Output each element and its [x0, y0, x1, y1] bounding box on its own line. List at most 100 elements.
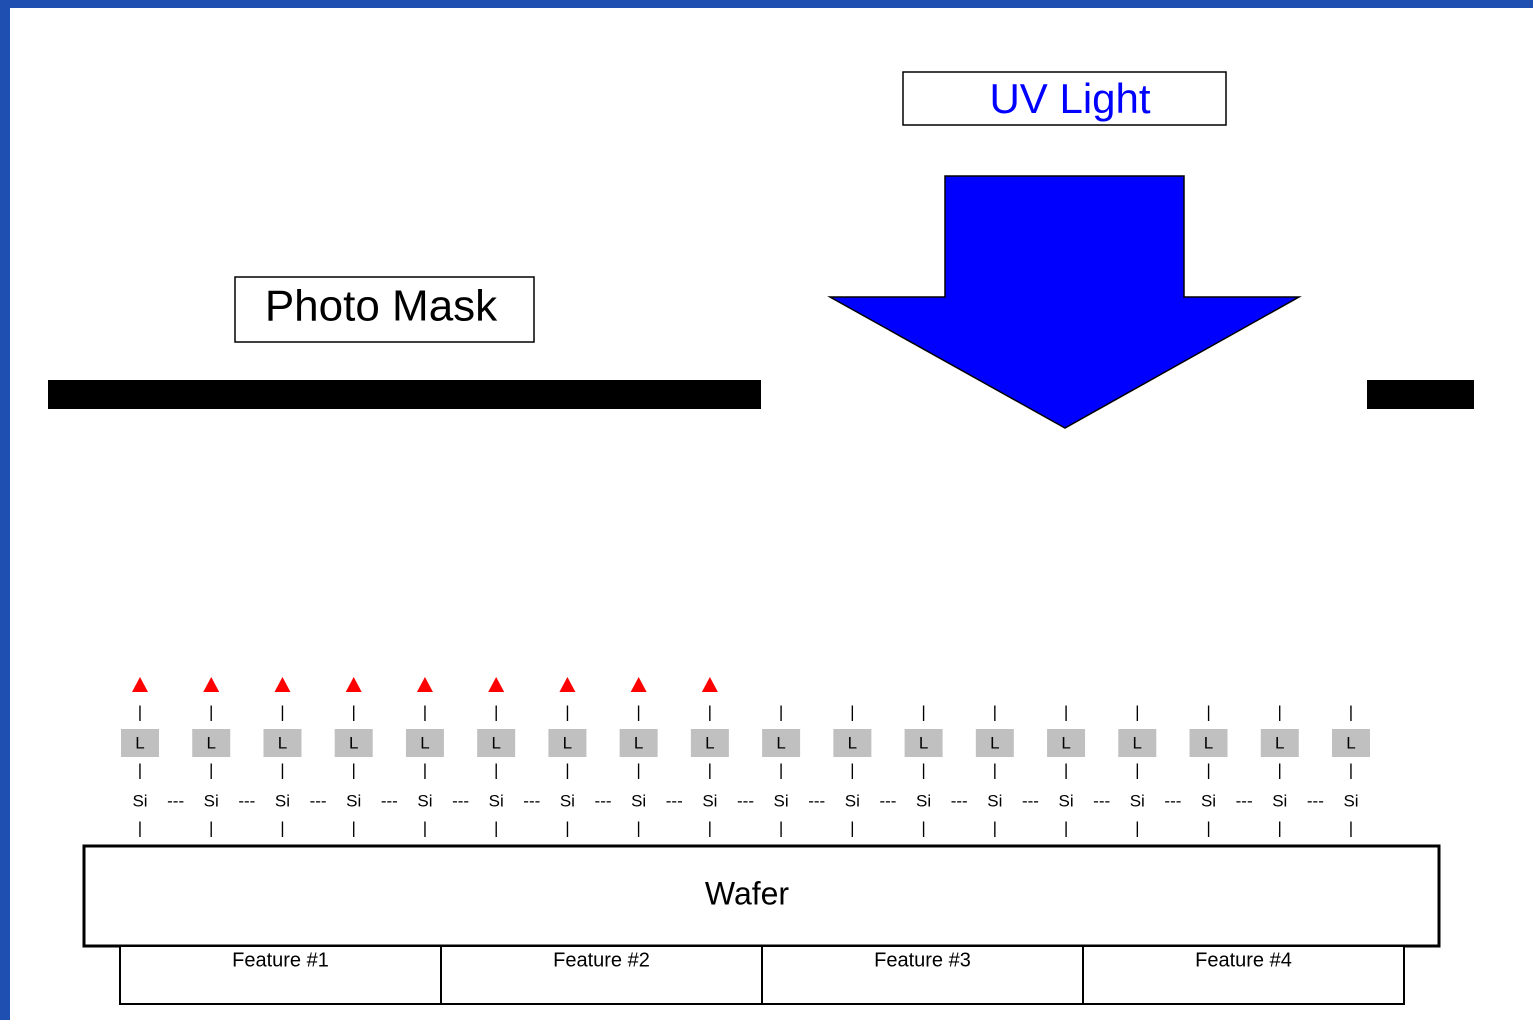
linker-box [1118, 729, 1157, 757]
bond: | [494, 760, 498, 779]
linker: L [563, 733, 572, 752]
bond: | [921, 760, 925, 779]
atom: Si [1201, 791, 1216, 810]
atom: Si [987, 791, 1002, 810]
exposure-marker [345, 677, 362, 692]
bond: | [921, 702, 925, 721]
bond: | [1064, 702, 1068, 721]
si-bond: --- [1022, 791, 1039, 810]
si-bond: --- [1093, 791, 1110, 810]
si-bond: --- [879, 791, 896, 810]
atom: Si [774, 791, 789, 810]
linker: L [420, 733, 429, 752]
atom: Si [702, 791, 717, 810]
si-bond: --- [167, 791, 184, 810]
linker-box [1047, 729, 1086, 757]
linker: L [1061, 733, 1070, 752]
exposure-marker [488, 677, 505, 692]
bond: | [138, 760, 142, 779]
bond: | [423, 702, 427, 721]
linker: L [776, 733, 785, 752]
feature-cell [1082, 945, 1405, 1005]
bond: | [138, 818, 142, 837]
wafer-box [82, 844, 1441, 948]
bond: | [351, 702, 355, 721]
bond: | [1064, 818, 1068, 837]
bond: | [708, 818, 712, 837]
si-bond: --- [808, 791, 825, 810]
atom: Si [560, 791, 575, 810]
si-bond: --- [737, 791, 754, 810]
atom: Si [204, 791, 219, 810]
features: Feature #1 Feature #2 Feature #3 Feature #4 [119, 945, 1405, 1005]
si-bond: --- [1164, 791, 1181, 810]
bond: | [993, 702, 997, 721]
linker-box [690, 729, 729, 757]
feature-label: Feature #2 [553, 949, 650, 971]
linker-box [1332, 729, 1370, 757]
molecule-chain: | L | Si | | L | Si | | L | Si | | L | Si | | L | Si | | L | Si | | L | S… [121, 677, 1370, 837]
si-bond: --- [1307, 791, 1324, 810]
bond: | [779, 702, 783, 721]
atom: Si [845, 791, 860, 810]
exposure-marker [416, 677, 433, 692]
atom: Si [275, 791, 290, 810]
linker-box [548, 729, 587, 757]
bond: | [209, 818, 213, 837]
linker-box [121, 729, 159, 757]
linker-box [762, 729, 801, 757]
photo-mask-box [234, 276, 535, 343]
bond: | [280, 702, 284, 721]
exposure-marker [630, 677, 647, 692]
bond: | [850, 818, 854, 837]
bond: | [779, 818, 783, 837]
wafer-label: Wafer [705, 875, 790, 911]
linker: L [848, 733, 857, 752]
linker-box [1260, 729, 1299, 757]
bond: | [209, 760, 213, 779]
bond: | [636, 702, 640, 721]
linker-box [263, 729, 302, 757]
linker: L [1275, 733, 1284, 752]
atom: Si [1130, 791, 1145, 810]
exposure-marker [203, 677, 220, 692]
linker-box [334, 729, 373, 757]
linker: L [278, 733, 287, 752]
linker-box [904, 729, 943, 757]
atom: Si [346, 791, 361, 810]
linker: L [1204, 733, 1213, 752]
bond: | [850, 702, 854, 721]
exposure-marker [274, 677, 291, 692]
mask-bar [1367, 380, 1474, 409]
bond: | [565, 702, 569, 721]
si-bond: --- [1236, 791, 1253, 810]
bond: | [993, 818, 997, 837]
bond: | [351, 818, 355, 837]
bond: | [993, 760, 997, 779]
uv-light-box [902, 71, 1227, 126]
bond: | [1278, 818, 1282, 837]
atom: Si [1058, 791, 1073, 810]
bond: | [565, 818, 569, 837]
linker-box [405, 729, 444, 757]
linker: L [491, 733, 500, 752]
linker-box [1189, 729, 1228, 757]
linker: L [1346, 733, 1355, 752]
bond: | [1206, 818, 1210, 837]
si-bond: --- [951, 791, 968, 810]
si-bond: --- [310, 791, 327, 810]
si-bond: --- [595, 791, 612, 810]
si-bond: --- [523, 791, 540, 810]
linker-box [192, 729, 231, 757]
bond: | [779, 760, 783, 779]
bond: | [138, 702, 142, 721]
bond: | [1349, 760, 1353, 779]
linker: L [919, 733, 928, 752]
exposure-marker [701, 677, 718, 692]
bond: | [636, 818, 640, 837]
bond: | [494, 702, 498, 721]
bond: | [708, 702, 712, 721]
atom: Si [489, 791, 504, 810]
exposure-marker [559, 677, 576, 692]
bond: | [565, 760, 569, 779]
